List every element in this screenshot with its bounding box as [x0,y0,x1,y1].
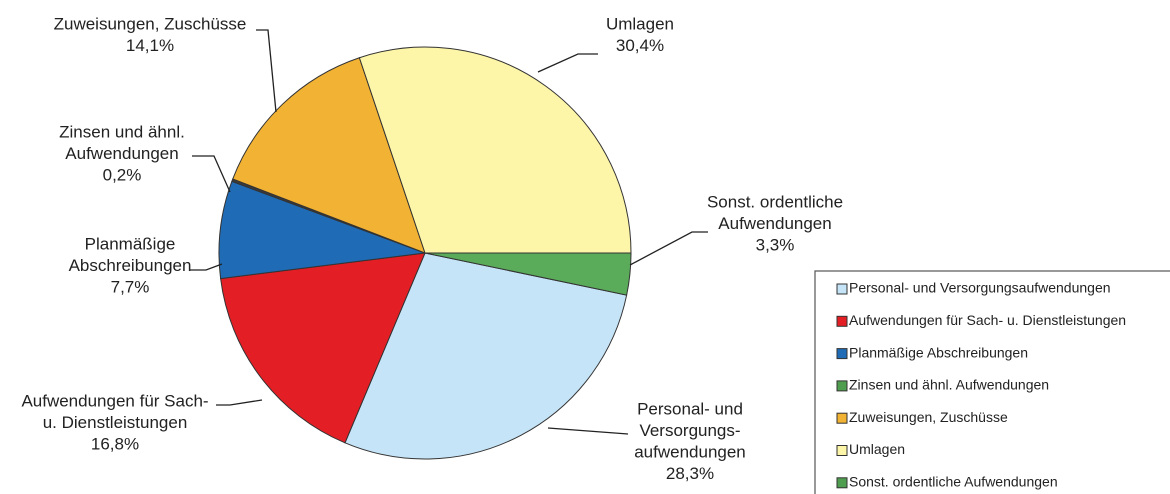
slice-value-label: 14,1% [126,36,174,55]
legend-marker [836,283,848,295]
pie-slice [218,180,426,280]
pie-slice [424,252,632,296]
pie [218,46,632,460]
pie-slice [344,252,628,460]
leader-line [256,29,277,113]
slice-label: Umlagen [606,14,674,33]
leader-line [192,155,231,193]
legend-box [814,270,1170,494]
legend-marker [836,348,848,360]
pie-slice [358,46,632,254]
slice-label: Sonst. ordentliche [707,192,843,211]
slice-label: u. Dienstleistungen [43,413,188,432]
legend-marker [836,477,848,489]
legend-marker [836,412,848,424]
legend-label: Sonst. ordentliche Aufwendungen [849,474,1058,490]
slice-label: Versorgungs- [639,421,740,440]
leader-line [629,231,708,266]
legend-marker [836,315,848,327]
leader-lines [190,29,708,435]
slice-value-label: 30,4% [616,36,664,55]
slice-label: Aufwendungen für Sach- [21,391,208,410]
leader-line [190,263,223,271]
legend-marker [836,380,848,392]
slice-label: Aufwendungen [718,214,831,233]
legend-label: Aufwendungen für Sach- u. Dienstleistung… [849,312,1126,328]
slice-label: Zinsen und ähnl. [59,122,185,141]
legend-label: Personal- und Versorgungsaufwendungen [849,280,1111,296]
slice-label: Abschreibungen [69,256,192,275]
slice-value-label: 0,2% [103,165,142,184]
legend-label: Zinsen und ähnl. Aufwendungen [849,377,1049,393]
pie-slice [232,57,426,254]
leader-line [216,399,263,406]
legend-label: Zuweisungen, Zuschüsse [849,409,1008,425]
slice-label: Planmäßige [85,234,176,253]
slice-label: Personal- und [637,399,743,418]
slice-label: Aufwendungen [65,144,178,163]
pie-slice [220,252,426,444]
slice-value-label: 7,7% [111,277,150,296]
slice-label: aufwendungen [634,442,746,461]
leader-line [547,427,629,435]
slice-value-label: 16,8% [91,434,139,453]
leader-line [537,53,598,73]
slice-label: Zuweisungen, Zuschüsse [54,14,247,33]
slice-value-label: 28,3% [666,464,714,483]
legend-marker [836,445,848,456]
slice-value-label: 3,3% [756,235,795,254]
legend-label: Planmäßige Abschreibungen [849,344,1028,360]
legend-label: Umlagen [849,441,905,457]
